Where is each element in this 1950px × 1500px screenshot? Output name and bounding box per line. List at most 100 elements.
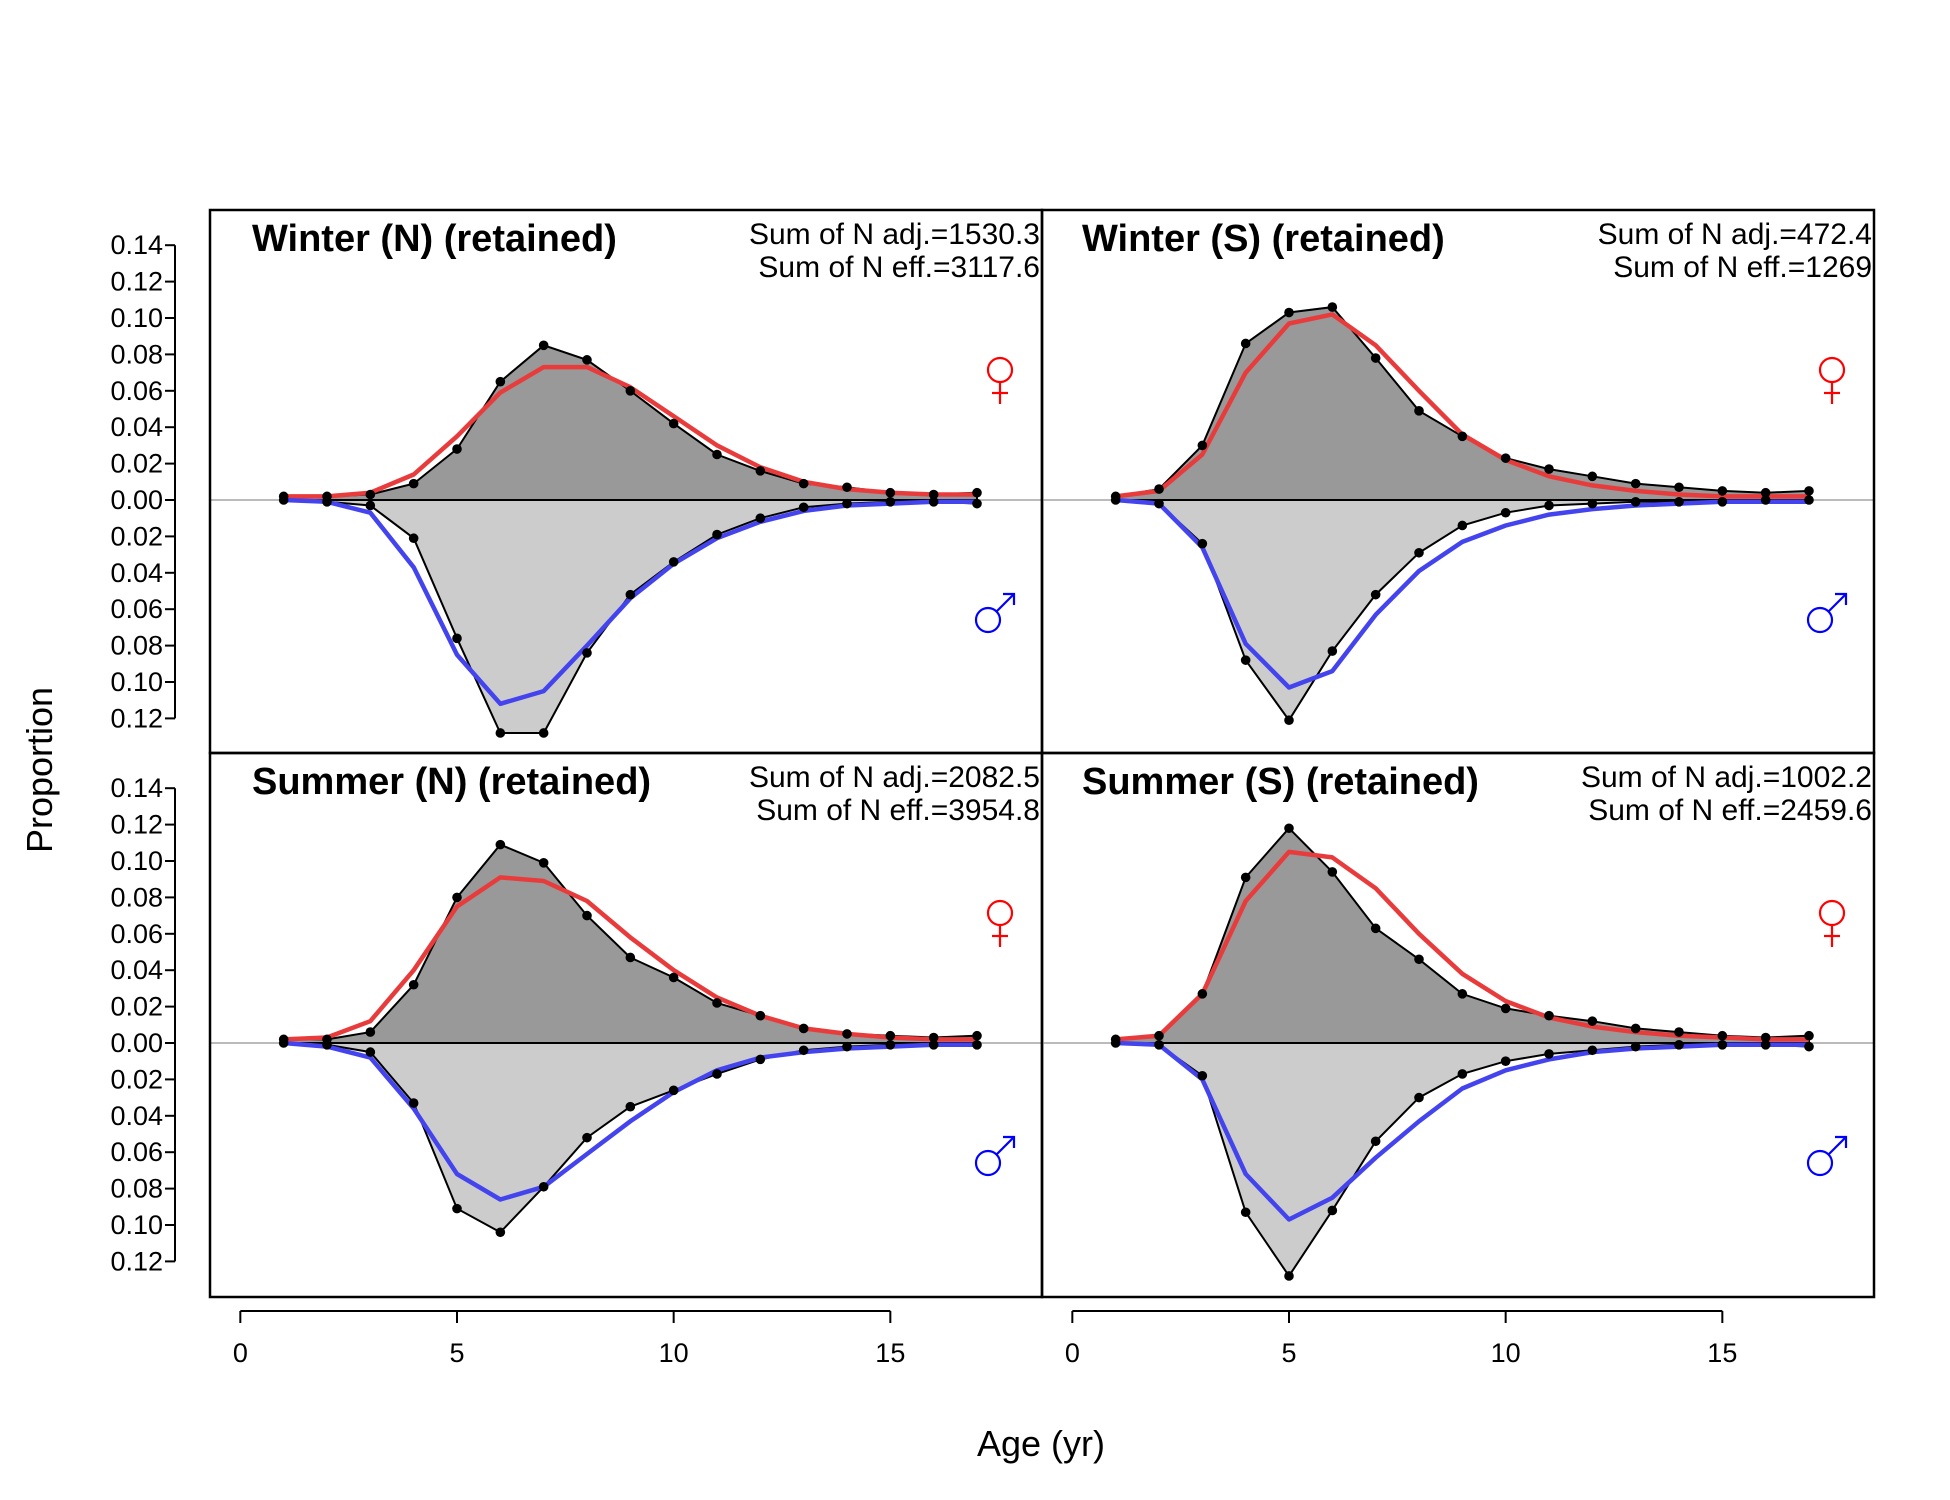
- y-tick-label: 0.04: [110, 1101, 163, 1131]
- female-observed-point: [1240, 872, 1251, 883]
- male-observed-point: [885, 1040, 896, 1050]
- panel-title: Summer (S) (retained): [1082, 761, 1479, 803]
- male-observed-point: [1154, 498, 1164, 509]
- y-tick-label: 0.06: [110, 1137, 163, 1167]
- male-observed-point: [755, 513, 766, 523]
- female-observed-point: [842, 1029, 852, 1039]
- male-observed-point: [668, 1085, 679, 1096]
- male-observed-point: [1804, 495, 1814, 505]
- x-tick-label: 0: [233, 1338, 248, 1368]
- female-observed-point: [1370, 353, 1381, 363]
- female-observed-point: [1587, 471, 1598, 482]
- y-tick-label: 0.12: [110, 703, 163, 733]
- female-observed-point: [1284, 307, 1294, 318]
- female-observed-point: [885, 487, 896, 498]
- female-observed-point: [1197, 989, 1208, 999]
- male-sign-icon: [1806, 592, 1848, 634]
- male-observed-point: [1674, 1040, 1684, 1050]
- male-observed-point: [452, 1203, 462, 1214]
- female-observed-point: [712, 449, 722, 460]
- x-tick-label: 15: [875, 1338, 905, 1368]
- x-tick-label: 0: [1065, 1338, 1080, 1368]
- female-observed-point: [582, 910, 592, 921]
- female-observed-point: [798, 478, 809, 489]
- x-tick-label: 10: [659, 1338, 689, 1368]
- y-tick-label: 0.08: [110, 882, 163, 912]
- female-observed-point: [365, 489, 376, 500]
- male-observed-point: [1457, 1069, 1468, 1079]
- y-tick-label: 0.04: [110, 558, 163, 588]
- y-tick-label: 0.02: [110, 521, 163, 551]
- female-observed-point: [625, 386, 636, 396]
- female-observed-point: [712, 998, 722, 1008]
- male-observed-point: [538, 728, 549, 738]
- y-tick-label: 0.08: [110, 1174, 163, 1204]
- male-observed-point: [365, 500, 376, 511]
- female-observed-area: [1114, 826, 1810, 1044]
- panel-stat-text: Sum of N adj.=2082.5: [749, 761, 1040, 794]
- female-observed-point: [1500, 1003, 1511, 1014]
- female-observed-point: [1804, 1030, 1814, 1041]
- male-observed-point: [1674, 497, 1684, 507]
- male-observed-point: [1717, 1040, 1728, 1050]
- male-expected-line: [283, 1040, 977, 1202]
- female-observed-point: [582, 355, 592, 365]
- panel-stat-text: Sum of N adj.=472.4: [1598, 218, 1872, 251]
- female-observed-point: [495, 839, 506, 850]
- y-tick-label: 0.10: [110, 667, 163, 697]
- male-observed-point: [582, 1132, 592, 1143]
- female-observed-point: [885, 1030, 896, 1041]
- female-observed-point: [972, 1030, 982, 1041]
- panel-title: Winter (N) (retained): [252, 218, 617, 260]
- panel-stat-text: Sum of N eff.=3954.8: [756, 794, 1040, 827]
- y-tick-label: 0.08: [110, 339, 163, 369]
- female-observed-point: [1587, 1016, 1598, 1026]
- y-tick-label: 0.10: [110, 1210, 163, 1240]
- female-observed-point: [538, 858, 549, 868]
- y-tick-label: 0.12: [110, 267, 163, 297]
- panel-stat-text: Sum of N eff.=2459.6: [1588, 794, 1872, 827]
- female-observed-point: [495, 376, 506, 387]
- male-observed-point: [408, 1098, 419, 1108]
- male-observed-point: [625, 1101, 636, 1112]
- panels-layer: Winter (N) (retained) Sum of N adj.=1530.…: [110, 208, 1876, 1368]
- male-observed-point: [408, 533, 419, 544]
- male-observed-point: [1587, 498, 1598, 509]
- male-observed-point: [1154, 1040, 1164, 1050]
- panel-stat-text: Sum of N eff.=3117.6: [758, 251, 1040, 284]
- female-observed-point: [1674, 1027, 1684, 1037]
- female-observed-point: [1414, 954, 1424, 965]
- female-observed-point: [538, 340, 549, 351]
- female-observed-point: [1154, 484, 1164, 494]
- y-tick-label: 0.14: [110, 773, 163, 803]
- male-observed-point: [278, 495, 289, 505]
- y-tick-label: 0.04: [110, 955, 163, 985]
- x-tick-label: 5: [1281, 1338, 1296, 1368]
- female-observed-point: [1804, 486, 1814, 496]
- female-observed-point: [755, 466, 766, 476]
- male-observed-point: [365, 1047, 376, 1057]
- female-observed-point: [668, 418, 679, 429]
- y-tick-label: 0.06: [110, 594, 163, 624]
- male-observed-area: [1115, 499, 1809, 722]
- female-observed-point: [1717, 486, 1728, 496]
- female-observed-point: [1630, 1023, 1641, 1034]
- female-observed-point: [755, 1010, 766, 1021]
- panel-3: Summer (N) (retained) Sum of N adj.=2082.…: [110, 751, 1044, 1368]
- panel-2: Winter (S) (retained) Sum of N adj.=472.4…: [1040, 208, 1876, 755]
- female-observed-point: [625, 952, 636, 963]
- male-observed-point: [1370, 589, 1381, 600]
- female-observed-point: [798, 1023, 809, 1034]
- female-observed-point: [1630, 478, 1641, 489]
- male-observed-point: [928, 1040, 939, 1050]
- female-observed-point: [1760, 1032, 1771, 1043]
- male-expected-line: [1115, 1040, 1809, 1222]
- female-expected-line: [1115, 849, 1809, 1042]
- y-tick-label: 0.12: [110, 810, 163, 840]
- female-observed-point: [408, 979, 419, 990]
- male-observed-point: [1284, 715, 1294, 726]
- male-observed-point: [1327, 1205, 1338, 1216]
- female-observed-point: [1544, 1010, 1554, 1021]
- male-observed-point: [1414, 547, 1424, 558]
